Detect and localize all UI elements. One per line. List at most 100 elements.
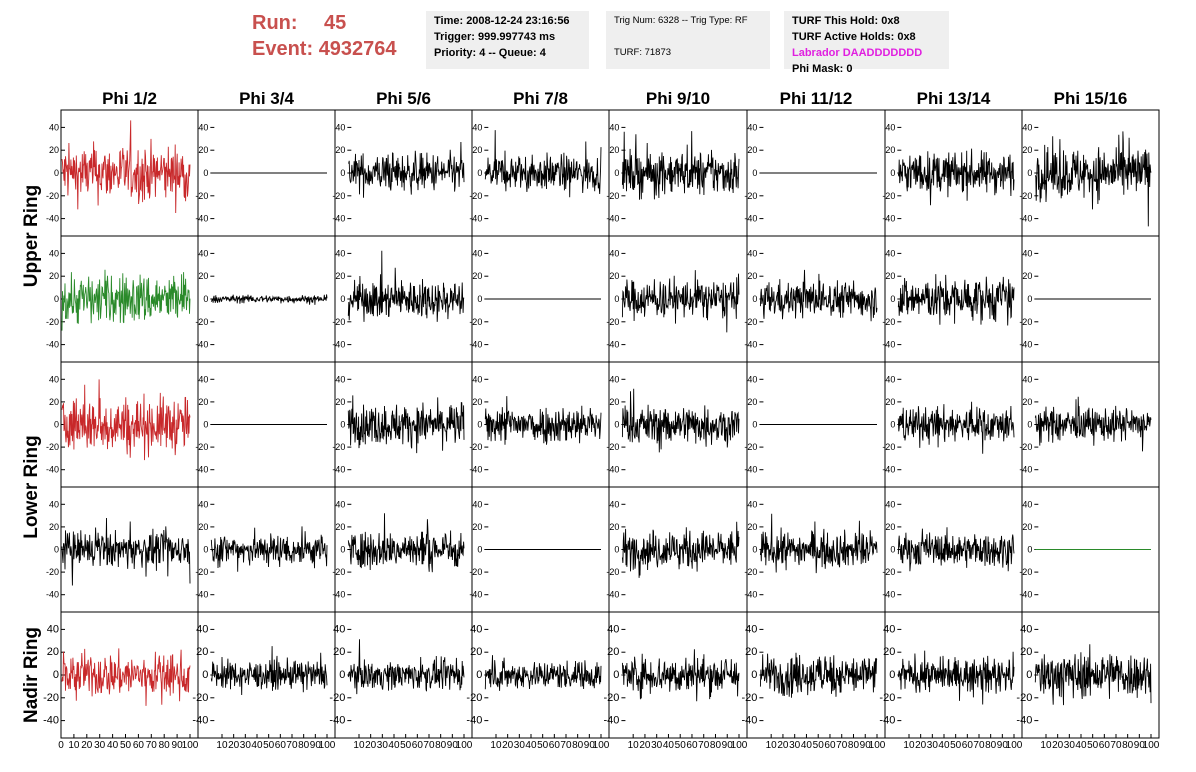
y-tick-label: -20: [1019, 317, 1032, 327]
y-tick-label: -20: [744, 567, 757, 577]
event-label: Event:: [252, 38, 314, 60]
y-tick-label: 20: [49, 145, 59, 155]
y-tick-label: 40: [198, 122, 208, 132]
y-tick-label: 0: [54, 420, 59, 430]
waveform-trace: [759, 513, 878, 574]
turf-info-box: TURF This Hold: 0x8 TURF Active Holds: 0…: [784, 11, 949, 75]
x-tick-label: 30: [1064, 740, 1076, 751]
waveform-trace: [61, 379, 191, 461]
waveform-trace: [347, 250, 465, 322]
y-tick-label: 40: [1022, 499, 1032, 509]
y-tick-label: 0: [890, 168, 895, 178]
y-tick-label: 0: [614, 545, 619, 555]
y-tick-label: 40: [885, 374, 895, 384]
y-tick-label: 20: [885, 397, 895, 407]
y-tick-label: 0: [751, 669, 757, 681]
x-tick-label: 80: [710, 740, 722, 751]
priority-text: Priority: 4 -- Queue: 4: [434, 47, 546, 59]
time-text: Time: 2008-12-24 23:16:56: [434, 15, 570, 27]
y-tick-label: 20: [335, 397, 345, 407]
y-tick-label: -20: [882, 317, 895, 327]
x-tick-label: 40: [251, 740, 263, 751]
y-tick-label: 40: [1022, 248, 1032, 258]
x-tick-label: 60: [275, 740, 287, 751]
y-tick-label: -20: [744, 317, 757, 327]
column-label: Phi 7/8: [513, 89, 568, 108]
y-tick-label: 20: [198, 145, 208, 155]
x-tick-label: 80: [985, 740, 997, 751]
y-tick-label: 40: [49, 499, 59, 509]
panel-frame: [60, 486, 199, 613]
y-tick-label: -20: [195, 567, 208, 577]
y-tick-label: 20: [747, 522, 757, 532]
y-tick-label: -40: [1019, 465, 1032, 475]
y-tick-label: -20: [195, 317, 208, 327]
waveform-trace: [621, 270, 740, 333]
y-tick-label: 20: [198, 522, 208, 532]
x-tick-label: 30: [514, 740, 526, 751]
y-tick-label: -20: [606, 567, 619, 577]
y-tick-label: -20: [46, 567, 59, 577]
x-tick-label: 80: [159, 740, 171, 751]
y-tick-label: -20: [606, 317, 619, 327]
x-tick-label: 100: [1143, 740, 1160, 751]
y-tick-label: 0: [1026, 669, 1032, 681]
y-tick-label: 0: [614, 294, 619, 304]
y-tick-label: 40: [1022, 374, 1032, 384]
x-tick-label: 20: [777, 740, 789, 751]
trig-num-text: Trig Num: 6328 -- Trig Type: RF: [614, 15, 748, 26]
y-tick-label: -40: [332, 214, 345, 224]
y-tick-label: 0: [477, 420, 482, 430]
y-tick-label: 20: [885, 522, 895, 532]
waveform-trace: [897, 527, 1015, 572]
y-tick-label: -20: [1019, 191, 1032, 201]
waveform-trace: [1034, 396, 1152, 452]
y-tick-label: 20: [747, 397, 757, 407]
x-tick-label: 90: [860, 740, 872, 751]
panel-frame: [746, 486, 886, 613]
x-tick-label: 70: [973, 740, 985, 751]
event-value: 4932764: [318, 38, 397, 60]
y-tick-label: 20: [472, 522, 482, 532]
x-tick-label: 60: [412, 740, 424, 751]
x-tick-label: 90: [310, 740, 322, 751]
waveform-trace: [61, 269, 191, 331]
y-tick-label: -40: [744, 465, 757, 475]
x-tick-label: 70: [146, 740, 158, 751]
y-tick-label: 0: [54, 168, 59, 178]
column-label: Phi 11/12: [780, 89, 853, 108]
x-tick-label: 10: [766, 740, 778, 751]
y-tick-label: 20: [470, 646, 482, 658]
y-tick-label: 0: [1027, 420, 1032, 430]
x-tick-label: 60: [686, 740, 698, 751]
y-tick-label: -40: [195, 340, 208, 350]
y-tick-label: 40: [885, 248, 895, 258]
waveform-trace: [347, 513, 465, 573]
row-label: Upper Ring: [21, 185, 42, 287]
y-tick-label: 40: [745, 623, 757, 635]
turf-text: TURF: 71873: [614, 47, 672, 58]
waveform-trace: [897, 148, 1015, 206]
y-tick-label: -40: [1019, 590, 1032, 600]
y-tick-label: -40: [332, 465, 345, 475]
y-tick-label: -40: [606, 214, 619, 224]
y-tick-label: -40: [43, 715, 59, 727]
x-tick-label: 20: [502, 740, 514, 751]
x-tick-label: 90: [584, 740, 596, 751]
y-tick-label: -20: [332, 442, 345, 452]
x-tick-label: 70: [560, 740, 572, 751]
y-tick-label: 40: [472, 122, 482, 132]
x-tick-label: 50: [120, 740, 132, 751]
y-tick-label: 20: [335, 145, 345, 155]
y-tick-label: 20: [49, 522, 59, 532]
y-tick-label: 0: [890, 545, 895, 555]
waveform-trace: [621, 131, 740, 200]
y-tick-label: -40: [742, 715, 758, 727]
y-tick-label: 0: [203, 294, 208, 304]
y-tick-label: 40: [747, 122, 757, 132]
y-tick-label: 20: [885, 271, 895, 281]
y-tick-label: 40: [333, 623, 345, 635]
y-tick-label: -20: [606, 191, 619, 201]
y-tick-label: -40: [882, 214, 895, 224]
